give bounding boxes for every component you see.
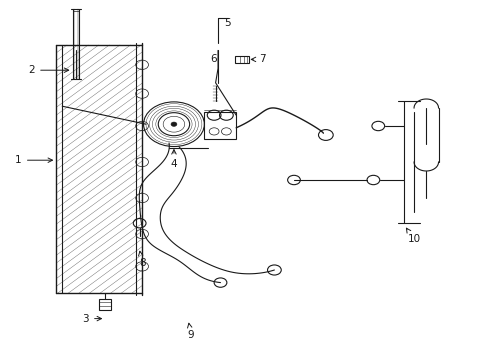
Text: 8: 8 (139, 251, 146, 268)
Bar (204, 112, 236, 139)
Text: 5: 5 (224, 18, 231, 28)
Text: 6: 6 (210, 54, 217, 64)
Text: 1: 1 (15, 155, 52, 165)
Text: 9: 9 (188, 323, 195, 340)
Text: 2: 2 (28, 65, 69, 75)
Bar (99, 299, 111, 310)
Text: 10: 10 (406, 228, 420, 244)
Bar (235, 56, 249, 63)
Text: 4: 4 (171, 150, 177, 169)
Text: 3: 3 (82, 314, 101, 324)
Text: 7: 7 (251, 54, 266, 64)
Circle shape (171, 122, 177, 126)
